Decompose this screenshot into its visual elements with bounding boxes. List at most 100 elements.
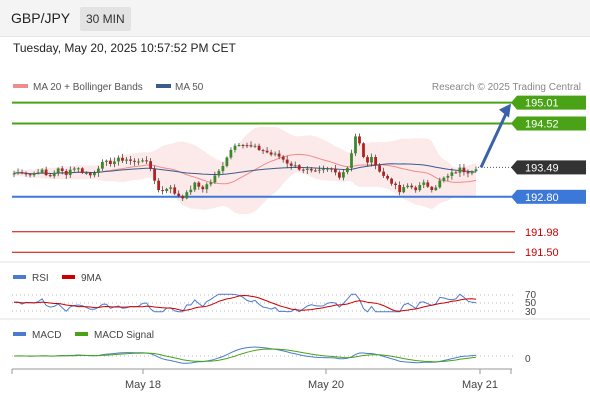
candle: [64, 169, 68, 179]
candle: [109, 157, 112, 167]
macd-signal-legend-label: MACD Signal: [94, 330, 154, 341]
macd-signal-legend-swatch: [75, 332, 88, 336]
candle: [338, 170, 341, 180]
candle: [68, 166, 72, 178]
candle: [36, 168, 40, 175]
candle: [450, 168, 454, 180]
candle: [101, 159, 104, 171]
header-bar: GBP/JPY 30 MIN: [0, 0, 590, 37]
candle: [386, 174, 389, 181]
candle: [76, 167, 80, 173]
candle: [342, 169, 345, 181]
candle: [350, 149, 353, 172]
candle: [145, 156, 148, 164]
rsi-ma-legend-label: 9MA: [81, 273, 102, 284]
bollinger-bands: [14, 126, 476, 215]
candle: [233, 143, 237, 153]
candle: [277, 150, 281, 160]
candle: [257, 143, 261, 152]
level-tag-192.80: [517, 189, 586, 204]
candle: [273, 151, 277, 157]
candle: [113, 157, 116, 168]
candle: [237, 142, 241, 147]
level-label-195.01: 195.01: [525, 98, 559, 110]
level-lines: 195.01 194.52 192.80 191.98 191.50: [12, 95, 586, 259]
candle: [16, 168, 20, 175]
candle: [44, 166, 48, 177]
level-label-194.52: 194.52: [525, 119, 559, 131]
candle: [241, 143, 245, 149]
candle: [374, 154, 377, 170]
candle: [334, 164, 337, 176]
bollinger-band-area: [14, 126, 476, 215]
candle: [48, 172, 52, 178]
forecast-arrow: [479, 110, 509, 169]
candle: [153, 165, 156, 185]
candle: [446, 173, 450, 181]
candle: [133, 158, 136, 166]
candle: [414, 185, 418, 193]
candle: [454, 171, 458, 174]
candle: [137, 158, 140, 166]
candle: [84, 171, 88, 175]
macd-level-0: 0: [525, 354, 531, 365]
candle: [217, 168, 221, 178]
rsi-level-50: 50: [525, 298, 537, 309]
candle: [354, 133, 357, 156]
pair-title: GBP/JPY: [11, 10, 71, 26]
candle: [141, 158, 144, 163]
candle: [253, 143, 257, 149]
candle: [93, 170, 96, 178]
timeframe-button[interactable]: 30 MIN: [80, 7, 131, 31]
candle: [358, 133, 361, 146]
x-tick-label: May 20: [308, 379, 344, 391]
macd-legend-swatch: [13, 332, 26, 336]
candle: [394, 181, 397, 190]
candle: [422, 179, 426, 189]
candle: [462, 163, 466, 176]
candle: [370, 153, 373, 167]
candle: [402, 184, 406, 194]
candle: [205, 182, 209, 194]
candle: [317, 165, 321, 174]
candle: [321, 165, 325, 173]
candle: [366, 154, 369, 167]
candle: [309, 167, 313, 173]
candle: [285, 155, 289, 168]
candle: [157, 178, 160, 193]
candle: [410, 183, 414, 190]
candle: [269, 149, 273, 157]
x-axis-ticks: May 18 May 20 May 21: [11, 369, 512, 391]
candle: [193, 181, 197, 192]
level-tag-194.52: [517, 116, 586, 131]
rsi-line: [13, 293, 477, 313]
candle: [24, 171, 28, 177]
candle: [28, 173, 32, 178]
candle: [293, 161, 297, 169]
rsi-level-70: 70: [525, 290, 537, 301]
candle: [301, 168, 305, 174]
candle: [189, 185, 193, 195]
candle: [221, 162, 225, 174]
chart-datetime: Tuesday, May 20, 2025 10:57:52 PM CET: [13, 41, 236, 55]
candle: [229, 147, 233, 160]
candle: [281, 154, 285, 163]
candle: [60, 165, 64, 175]
rsi-ma-line: [13, 294, 477, 312]
candle: [129, 155, 132, 165]
candle: [169, 184, 173, 194]
candle: [161, 186, 164, 195]
candle: [326, 166, 329, 172]
candle: [209, 179, 213, 187]
rsi-level-30: 30: [525, 307, 537, 318]
candle: [97, 165, 100, 177]
candle: [225, 156, 229, 168]
level-tag-195.01: [517, 95, 586, 110]
candle: [165, 187, 169, 194]
candle: [177, 190, 181, 198]
rsi-ma-legend-swatch: [62, 275, 75, 279]
candle: [466, 169, 470, 178]
candle: [80, 167, 84, 174]
candle: [398, 181, 402, 196]
